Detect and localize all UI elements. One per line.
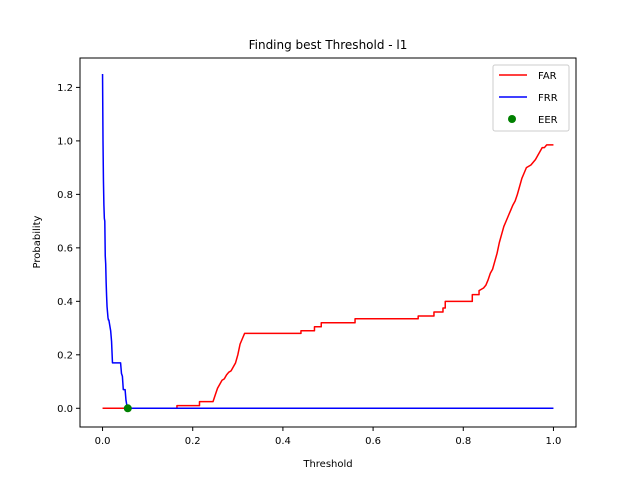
y-axis: 0.0 0.2 0.4 0.6 0.8 1.0 1.2 <box>57 83 80 415</box>
legend-box <box>492 64 570 132</box>
x-tick-label: 0.0 <box>95 436 111 447</box>
frr-line <box>101 74 554 410</box>
legend: FAR FRR EER <box>492 64 570 132</box>
x-tick-label: 0.4 <box>275 436 291 447</box>
legend-eer-swatch <box>508 115 516 123</box>
y-tick-label: 1.0 <box>57 136 73 147</box>
y-tick-label: 0.6 <box>57 243 73 254</box>
x-tick-label: 1.0 <box>546 436 562 447</box>
legend-eer-label: EER <box>538 115 558 126</box>
x-axis: 0.0 0.2 0.4 0.6 0.8 1.0 <box>95 427 562 447</box>
y-tick-label: 0.4 <box>57 297 73 308</box>
legend-frr-label: FRR <box>538 93 558 104</box>
eer-point <box>123 404 132 413</box>
legend-far-label: FAR <box>538 71 557 82</box>
y-tick-label: 0.2 <box>57 350 73 361</box>
y-axis-label: Probability <box>32 215 43 268</box>
x-tick-label: 0.2 <box>185 436 201 447</box>
plot-area <box>101 74 554 413</box>
x-tick-label: 0.6 <box>365 436 381 447</box>
chart-title: Finding best Threshold - l1 <box>249 38 408 52</box>
x-tick-label: 0.8 <box>455 436 471 447</box>
y-tick-label: 0.8 <box>57 190 73 201</box>
y-tick-label: 0.0 <box>57 404 73 415</box>
plot-frame <box>79 57 577 428</box>
x-axis-label: Threshold <box>302 459 352 470</box>
y-tick-label: 1.2 <box>57 83 73 94</box>
far-line <box>102 144 554 410</box>
